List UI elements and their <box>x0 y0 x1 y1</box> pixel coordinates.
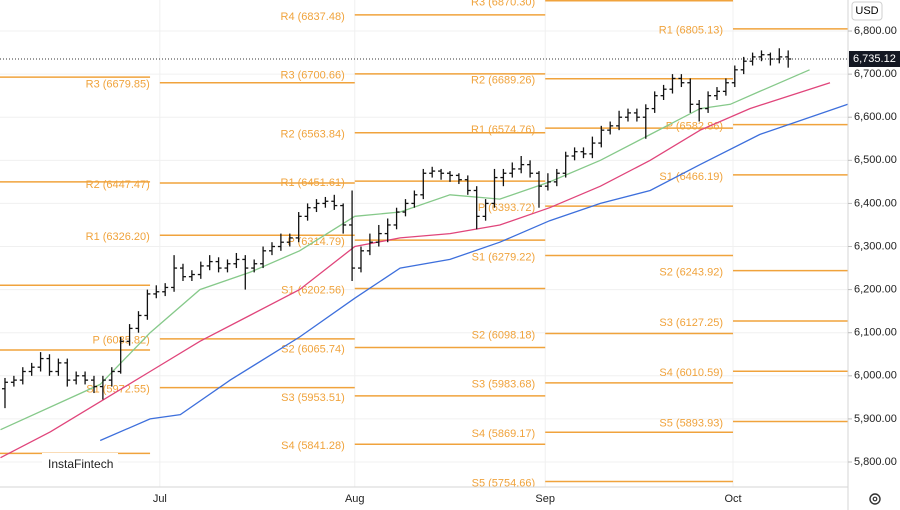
pivot-label: R1 (6326.20) <box>86 231 150 243</box>
y-tick-label: 6,500.00 <box>854 154 897 166</box>
x-tick-label: Jul <box>153 493 167 505</box>
pivot-label: R2 (6689.26) <box>471 75 535 87</box>
y-tick-label: 6,200.00 <box>854 284 897 296</box>
moving-average <box>0 69 810 431</box>
pivot-label: R4 (6837.48) <box>281 11 345 23</box>
pivot-label: R1 (6805.13) <box>659 25 723 37</box>
pivot-label: P (6314.79) <box>287 236 344 248</box>
pivot-label: S4 (5869.17) <box>472 428 536 440</box>
pivot-label: S3 (5983.68) <box>472 379 536 391</box>
y-tick-label: 6,400.00 <box>854 197 897 209</box>
pivot-label: P (6393.72) <box>478 202 535 214</box>
y-tick-label: 5,800.00 <box>854 456 897 468</box>
y-tick-label: 5,900.00 <box>854 413 897 425</box>
last-price-label: 6,735.12 <box>853 53 896 65</box>
settings-gear-hub[interactable] <box>872 496 878 502</box>
pivot-label: R1 (6574.76) <box>471 124 535 136</box>
pivot-label: R1 (6451.61) <box>281 177 345 189</box>
pivot-label: S2 (6243.92) <box>659 267 723 279</box>
axes: 5,800.00 5,900.00 6,000.00 6,100.00 6,200.00… <box>153 25 900 505</box>
x-tick-label: Aug <box>345 493 365 505</box>
x-tick-label: Sep <box>535 493 555 505</box>
pivot-label: R3 (6679.85) <box>86 79 150 91</box>
plot-area: R3 (6679.85) R2 (6447.47) R1 (6326.20) P (6… <box>0 0 848 489</box>
currency-box[interactable] <box>851 1 883 21</box>
moving-average <box>99 103 848 442</box>
y-tick-label: 6,300.00 <box>854 240 897 252</box>
y-tick-label: 6,600.00 <box>854 111 897 123</box>
y-tick-label: 6,700.00 <box>854 68 897 80</box>
y-tick-label: 6,100.00 <box>854 327 897 339</box>
pivot-label: S1 (5972.55) <box>86 384 150 396</box>
pivot-label: P (6582.86) <box>666 121 723 133</box>
pivot-label: S2 (6098.18) <box>472 329 536 341</box>
pivot-label: S4 (6010.59) <box>659 367 723 379</box>
pivot-label: S3 (5953.51) <box>281 392 345 404</box>
pivot-label: R3 (6870.30) <box>471 0 535 9</box>
settings-gear[interactable] <box>869 493 881 505</box>
pivot-label: R3 (6700.66) <box>281 70 345 82</box>
y-tick-label: 6,800.00 <box>854 25 897 37</box>
pivot-label: S2 (6065.74) <box>281 343 345 355</box>
pivot-label: S1 (6279.22) <box>472 251 536 263</box>
watermark-box <box>42 453 118 477</box>
pivot-label: S5 (5893.93) <box>659 417 723 429</box>
settings-icon[interactable] <box>869 493 881 505</box>
currency: USD <box>855 5 878 17</box>
moving-average <box>0 82 831 459</box>
pivot-label: S4 (5841.28) <box>281 440 345 452</box>
pivot-label: S1 (6466.19) <box>659 171 723 183</box>
pivot-label: S3 (6127.25) <box>659 317 723 329</box>
pivot-label: S5 (5754.66) <box>472 477 536 489</box>
y-tick-label: 6,000.00 <box>854 370 897 382</box>
pivot-label: S1 (6202.56) <box>281 284 345 296</box>
x-tick-label: Oct <box>724 493 741 505</box>
last-price-badge <box>849 50 900 67</box>
pivot-label: R2 (6563.84) <box>281 129 345 141</box>
pivot-label: R2 (6447.47) <box>86 179 150 191</box>
watermark: InstaFintech <box>48 457 113 471</box>
